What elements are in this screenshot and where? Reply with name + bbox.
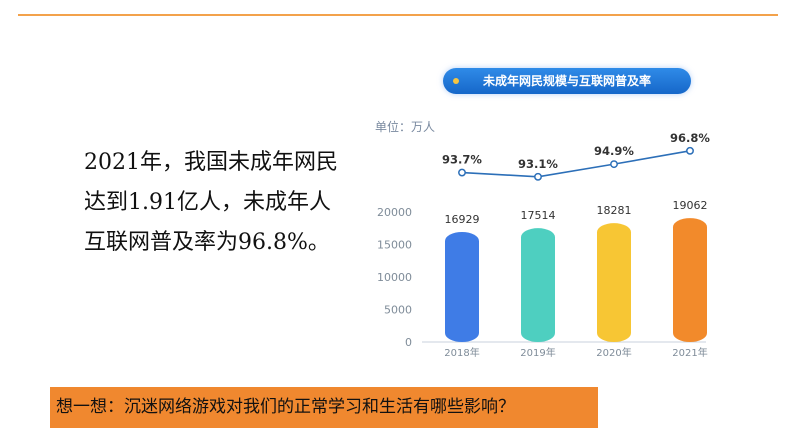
- bar-value-label-3: 19062: [673, 199, 708, 212]
- chart-title: 未成年网民规模与互联网普及率: [443, 68, 691, 94]
- rate-point-2: [610, 160, 618, 169]
- question-banner: 想一想：沉迷网络游戏对我们的正常学习和生活有哪些影响？: [50, 387, 598, 428]
- y-tick-label-3: 15000: [377, 239, 412, 252]
- chart-title-text: 未成年网民规模与互联网普及率: [482, 74, 651, 88]
- top-accent-line: [18, 14, 778, 16]
- bar-2021年: [673, 218, 707, 342]
- rate-label-1: 93.1%: [518, 157, 558, 171]
- bar-value-label-0: 16929: [445, 213, 480, 226]
- summary-text: 2021年，我国未成年网民 达到1.91亿人，未成年人 互联网普及率为96.8%…: [84, 143, 374, 263]
- rate-label-3: 96.8%: [670, 131, 710, 145]
- summary-line-3: 互联网普及率为96.8%。: [84, 230, 330, 255]
- rate-point-3: [686, 146, 694, 155]
- summary-line-1: 2021年，我国未成年网民: [84, 150, 338, 175]
- y-tick-label-1: 5000: [384, 304, 412, 317]
- rate-point-1: [534, 172, 542, 181]
- x-tick-label-1: 2019年: [520, 346, 555, 359]
- chart-canvas: 0 5000 10000 15000 20000 16929 2018年 17514 2019年…: [377, 131, 710, 359]
- bar-value-label-1: 17514: [521, 209, 556, 222]
- bar-value-label-2: 18281: [597, 204, 632, 217]
- rate-label-0: 93.7%: [442, 153, 482, 167]
- x-tick-label-2: 2020年: [596, 346, 631, 359]
- y-tick-label-0: 0: [405, 336, 412, 349]
- penetration-rate-line: [461, 150, 691, 178]
- y-tick-label-2: 10000: [377, 271, 412, 284]
- bar-2020年: [597, 223, 631, 342]
- bar-2018年: [445, 231, 479, 342]
- title-dot-icon: [453, 78, 459, 84]
- rate-point-0: [458, 168, 466, 177]
- y-tick-label-4: 20000: [377, 206, 412, 219]
- rate-label-2: 94.9%: [594, 144, 634, 158]
- bar-2019年: [521, 228, 555, 342]
- unit-label: 单位：万人: [375, 120, 436, 134]
- x-tick-label-0: 2018年: [444, 346, 479, 359]
- summary-line-2: 达到1.91亿人，未成年人: [84, 190, 331, 215]
- x-tick-label-3: 2021年: [672, 346, 707, 359]
